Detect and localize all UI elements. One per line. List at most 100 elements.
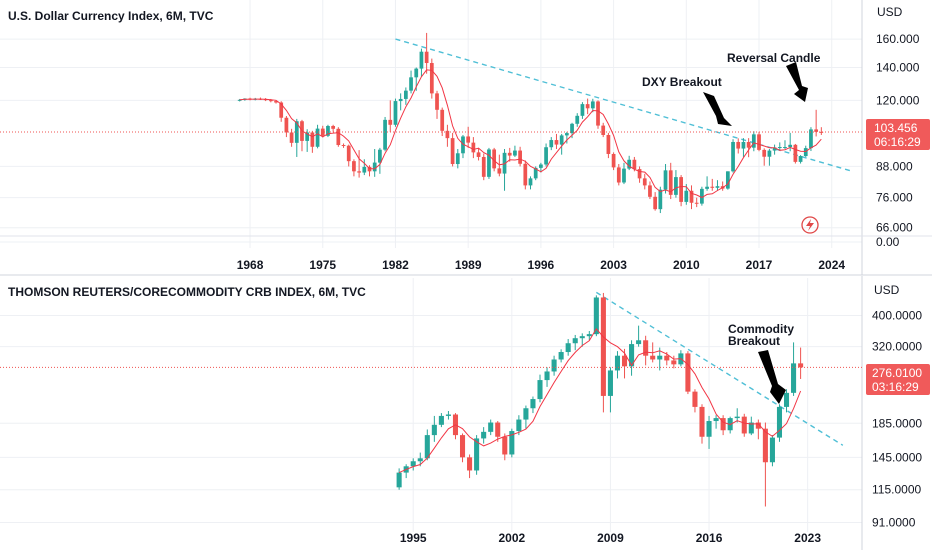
candle bbox=[544, 143, 548, 167]
candle-body bbox=[341, 145, 346, 147]
candle bbox=[450, 132, 455, 167]
candle bbox=[554, 133, 559, 150]
candle-body bbox=[284, 117, 289, 133]
candle-body bbox=[648, 185, 652, 197]
candle-body bbox=[636, 340, 642, 345]
crb-trendline bbox=[595, 291, 844, 446]
candle-body bbox=[741, 141, 746, 149]
crb-x-axis-ticks: 1995 2002 2009 2016 2023 bbox=[400, 531, 821, 545]
candle-body bbox=[294, 121, 299, 143]
candle bbox=[671, 355, 677, 369]
candle bbox=[593, 295, 599, 337]
dxy-panel: U.S. Dollar Currency Index, 6M, TVC USD … bbox=[0, 0, 932, 276]
candle bbox=[396, 468, 402, 490]
candle-body bbox=[570, 123, 574, 134]
candle-body bbox=[575, 115, 580, 124]
candle bbox=[378, 147, 382, 174]
crb-countdown: 03:16:29 bbox=[872, 380, 919, 394]
y-tick-label: 91.0000 bbox=[872, 515, 916, 529]
candle bbox=[706, 415, 712, 449]
candle bbox=[783, 140, 787, 150]
candle-body bbox=[611, 153, 616, 168]
candle-body bbox=[455, 153, 460, 165]
candle bbox=[459, 433, 466, 463]
candle bbox=[346, 144, 351, 167]
candle bbox=[559, 133, 564, 155]
candle-body bbox=[289, 132, 294, 143]
candle-body bbox=[403, 90, 408, 99]
candle bbox=[700, 186, 704, 206]
candle-body bbox=[614, 355, 621, 371]
candle bbox=[757, 131, 761, 152]
candle bbox=[809, 127, 813, 152]
candle bbox=[769, 435, 775, 467]
candle-body bbox=[459, 435, 466, 458]
candle bbox=[424, 32, 429, 74]
candle-body bbox=[767, 150, 772, 157]
candle bbox=[692, 389, 698, 413]
candle-body bbox=[706, 421, 712, 437]
y-tick-label: 320.0000 bbox=[872, 340, 922, 354]
crb-panel: THOMSON REUTERS/CORECOMMODITY CRB INDEX,… bbox=[0, 276, 930, 550]
candle-body bbox=[237, 99, 242, 101]
candle-body bbox=[513, 150, 517, 156]
candle bbox=[445, 124, 450, 147]
candle-body bbox=[523, 408, 529, 420]
candle-body bbox=[798, 363, 804, 368]
candle bbox=[715, 180, 720, 191]
commodity-breakout-label-line1: Commodity bbox=[728, 322, 794, 336]
candle bbox=[636, 325, 642, 347]
candle-body bbox=[705, 186, 709, 189]
candle bbox=[741, 138, 746, 157]
candle bbox=[746, 138, 751, 158]
lightning-icon[interactable] bbox=[801, 216, 819, 234]
candle bbox=[558, 349, 564, 363]
trendline-segment bbox=[595, 291, 844, 446]
candle-body bbox=[755, 422, 761, 429]
candle bbox=[336, 127, 341, 147]
candle bbox=[502, 433, 508, 461]
candle-body bbox=[509, 431, 515, 455]
y-tick-label: 400.0000 bbox=[872, 308, 922, 322]
candle bbox=[429, 58, 434, 99]
candle-body bbox=[642, 178, 647, 186]
y-tick-label: 160.000 bbox=[876, 32, 920, 46]
candle-body bbox=[777, 147, 782, 149]
candle bbox=[388, 100, 393, 132]
candle-body bbox=[643, 340, 649, 356]
candle-body bbox=[502, 152, 507, 174]
candle bbox=[467, 454, 473, 479]
candle bbox=[586, 330, 592, 340]
candle-body bbox=[495, 422, 501, 437]
candle bbox=[674, 170, 678, 198]
candle bbox=[788, 132, 793, 152]
candle bbox=[523, 160, 528, 190]
candle bbox=[762, 422, 768, 507]
candle-body bbox=[383, 119, 387, 150]
candle bbox=[614, 351, 621, 379]
reversal-candle-arrow bbox=[786, 62, 808, 102]
commodity-breakout-arrow bbox=[758, 350, 786, 404]
y-tick-label: 140.000 bbox=[876, 61, 920, 75]
candle-body bbox=[476, 152, 481, 157]
dxy-moving-average-line bbox=[239, 69, 822, 199]
candle bbox=[767, 149, 772, 166]
candle bbox=[518, 146, 522, 167]
candle-body bbox=[533, 167, 538, 179]
candle bbox=[509, 428, 515, 458]
candle-body bbox=[783, 147, 787, 149]
candle bbox=[284, 116, 289, 138]
candle bbox=[495, 421, 501, 442]
candle bbox=[502, 149, 507, 191]
candle-body bbox=[497, 168, 502, 174]
candle-body bbox=[664, 355, 670, 361]
candle-body bbox=[528, 178, 533, 186]
candle-body bbox=[757, 134, 761, 150]
candle-body bbox=[378, 149, 382, 163]
candle-body bbox=[315, 128, 320, 147]
y-tick-label: 120.000 bbox=[876, 93, 920, 107]
candle bbox=[513, 145, 517, 157]
candle bbox=[685, 351, 691, 395]
crb-last-price-tag: 276.0100 03:16:29 bbox=[866, 364, 930, 395]
crb-chart-title: THOMSON REUTERS/CORECOMMODITY CRB INDEX,… bbox=[8, 285, 366, 299]
